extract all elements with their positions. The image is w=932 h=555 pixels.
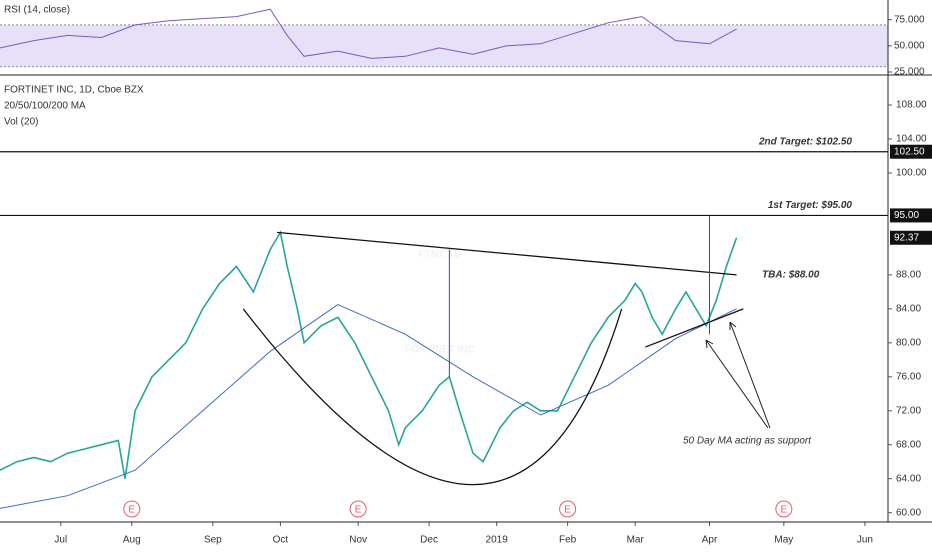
earnings-marker bbox=[775, 500, 793, 518]
earnings-marker bbox=[559, 500, 577, 518]
trendline bbox=[645, 308, 744, 348]
support-note: 50 Day MA acting as support bbox=[683, 436, 812, 447]
earnings-marker bbox=[349, 500, 367, 518]
earnings-marker bbox=[123, 500, 141, 518]
x-tick-label: Sep bbox=[204, 535, 222, 546]
trendline bbox=[276, 231, 737, 276]
target-text: 2nd Target: $102.50 bbox=[758, 136, 852, 147]
indicator-label: 20/50/100/200 MA bbox=[4, 101, 86, 112]
x-tick-label: Apr bbox=[702, 535, 718, 546]
price-label-box bbox=[890, 144, 932, 159]
x-tick-label: Dec bbox=[420, 535, 438, 546]
target-text: 1st Target: $95.00 bbox=[768, 200, 853, 211]
y-tick-label: 76.00 bbox=[896, 371, 921, 382]
moving-average bbox=[0, 304, 737, 509]
rsi-tick-label: 50.000 bbox=[894, 40, 925, 51]
cup bbox=[242, 308, 623, 486]
earnings-label: E bbox=[355, 505, 362, 516]
x-tick-label: Feb bbox=[559, 535, 577, 546]
earnings-label: E bbox=[781, 505, 788, 516]
y-tick-label: 84.00 bbox=[896, 303, 921, 314]
rsi-tick-label: 75.000 bbox=[894, 14, 925, 25]
x-tick-label: 2019 bbox=[486, 535, 509, 546]
y-tick-label: 80.00 bbox=[896, 337, 921, 348]
x-tick-label: Aug bbox=[123, 535, 141, 546]
x-tick-label: Nov bbox=[349, 535, 367, 546]
y-tick-label: 104.00 bbox=[896, 134, 927, 145]
price-line bbox=[0, 230, 738, 479]
x-tick-label: Oct bbox=[273, 535, 289, 546]
y-tick-label: 68.00 bbox=[896, 439, 921, 450]
price-label-box bbox=[890, 208, 932, 223]
last-price-label: 92.37 bbox=[894, 232, 919, 243]
watermark: FTNT, 1D bbox=[419, 250, 462, 261]
y-tick-label: 108.00 bbox=[896, 100, 927, 111]
x-tick-label: May bbox=[774, 535, 793, 546]
indicator-label: Vol (20) bbox=[4, 117, 38, 128]
price-label: 102.50 bbox=[894, 146, 925, 157]
rsi-line bbox=[0, 8, 737, 59]
rsi-tick-label: 25.000 bbox=[894, 67, 925, 78]
annotation-arrows bbox=[705, 321, 771, 429]
arrow bbox=[729, 321, 771, 429]
rsi-band bbox=[0, 24, 888, 67]
rsi-title: RSI (14, close) bbox=[4, 5, 70, 16]
earnings-label: E bbox=[128, 505, 135, 516]
x-tick-label: Jun bbox=[857, 535, 873, 546]
y-tick-label: 88.00 bbox=[896, 270, 921, 281]
y-tick-label: 100.00 bbox=[896, 168, 927, 179]
watermark-subtitle: FORTINET INC bbox=[405, 345, 475, 356]
earnings-label: E bbox=[564, 505, 571, 516]
y-tick-label: 72.00 bbox=[896, 405, 921, 416]
last-price-box bbox=[890, 230, 932, 245]
price-label: 95.00 bbox=[894, 210, 919, 221]
y-tick-label: 64.00 bbox=[896, 473, 921, 484]
chart-title: FORTINET INC, 1D, Cboe BZX bbox=[4, 85, 144, 96]
y-tick-label: 60.00 bbox=[896, 507, 921, 518]
x-tick-label: Mar bbox=[627, 535, 645, 546]
arrow bbox=[705, 339, 769, 429]
x-tick-label: Jul bbox=[54, 535, 67, 546]
tba-text: TBA: $88.00 bbox=[762, 270, 820, 281]
